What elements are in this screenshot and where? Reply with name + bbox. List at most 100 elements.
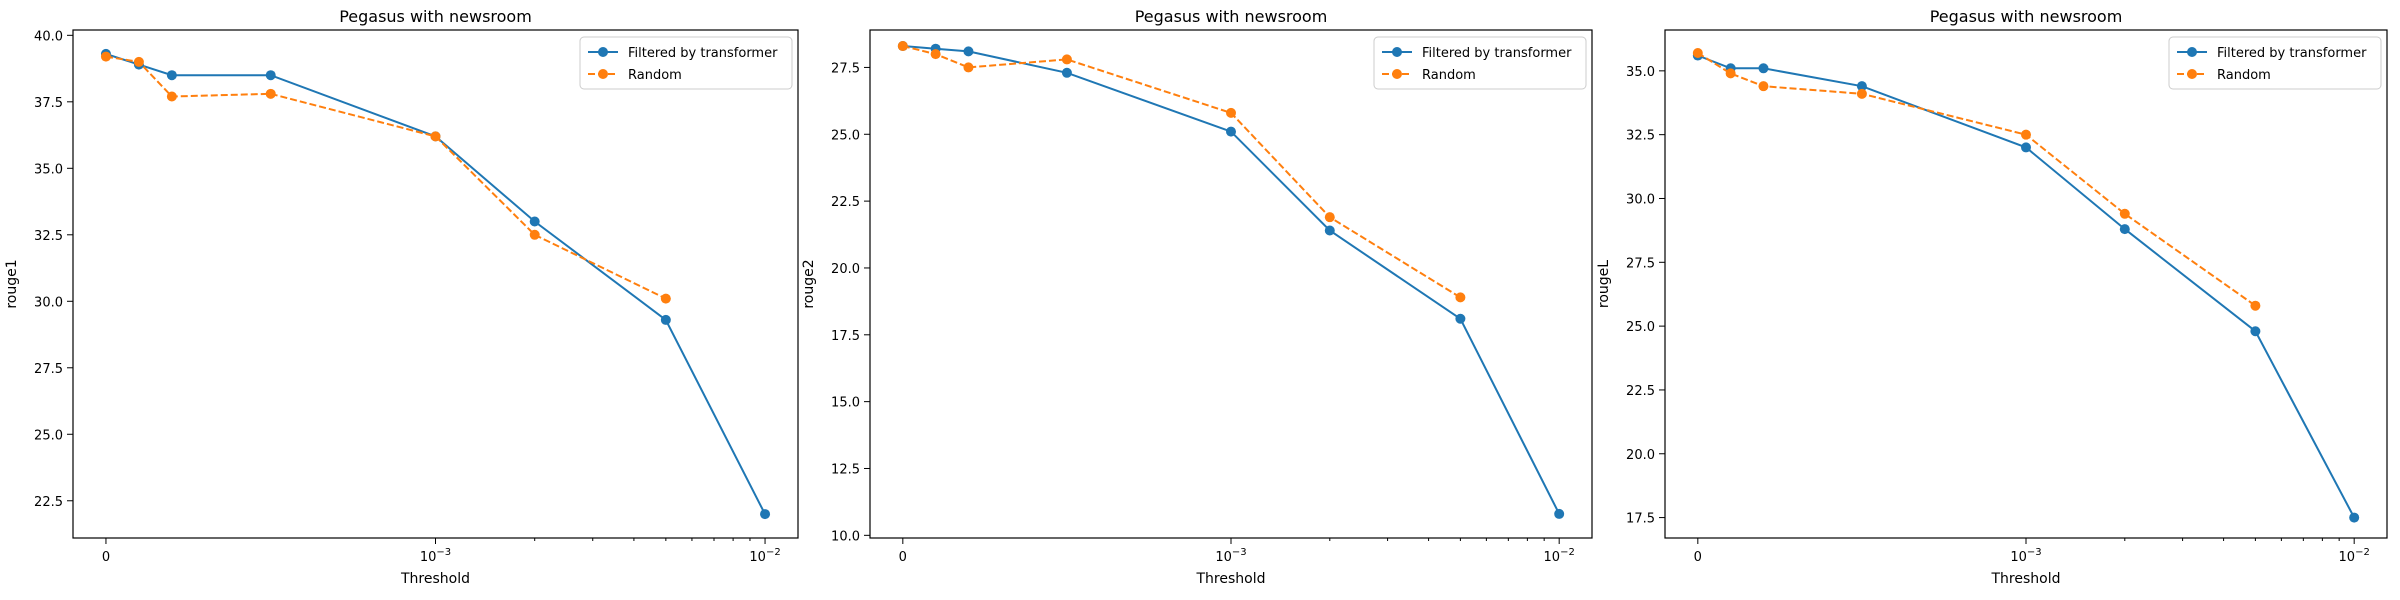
x-tick-base: 0 (1694, 550, 1702, 565)
data-point (1455, 292, 1466, 303)
data-point (1455, 313, 1466, 324)
y-tick-label: 27.5 (831, 61, 860, 76)
legend: Filtered by transformer Random (579, 36, 793, 90)
x-tick-exponent: −2 (2355, 547, 2370, 558)
x-tick-exponent: −2 (1560, 547, 1575, 558)
data-point (2250, 326, 2261, 337)
y-tick-label: 12.5 (831, 462, 860, 477)
data-point (1725, 68, 1736, 79)
x-tick-label: 0 (899, 550, 907, 565)
legend-label: Filtered by transformer (628, 46, 778, 61)
legend-box (1373, 36, 1587, 90)
y-tick-label: 25.0 (1626, 320, 1655, 335)
y-tick-label: 25.0 (831, 128, 860, 143)
x-tick-base: 0 (102, 550, 110, 565)
axes-frame (869, 29, 1593, 539)
legend: Filtered by transformer Random (1373, 36, 1587, 90)
data-point (660, 314, 671, 325)
data-point (963, 62, 974, 73)
data-point (133, 56, 144, 67)
data-point (897, 41, 908, 52)
axes-frame (72, 29, 799, 539)
data-point (1758, 63, 1769, 74)
data-point (2021, 129, 2031, 140)
x-axis-label: Threshold (1991, 571, 2061, 587)
data-point (2349, 512, 2360, 523)
y-tick-label: 30.0 (1626, 192, 1655, 207)
legend: Filtered by transformer Random (2168, 36, 2382, 90)
y-tick-label: 20.0 (831, 262, 860, 277)
y-tick-label: 30.0 (34, 295, 63, 310)
legend-box (2168, 36, 2382, 90)
data-point (430, 131, 441, 142)
x-tick-base: 0 (899, 550, 907, 565)
data-point (1554, 508, 1565, 519)
x-tick-exponent: −3 (1232, 547, 1247, 558)
x-tick-label: 10−2 (749, 547, 780, 565)
x-tick-base: 10 (2339, 550, 2356, 565)
x-tick-label: 10−2 (2339, 547, 2370, 565)
x-tick-exponent: −3 (2027, 547, 2042, 558)
subplot-3: Pegasus with newsroom 17.5 20.0 22.5 25.0 27.… (1596, 7, 2388, 587)
y-tick-label: 32.5 (34, 229, 63, 244)
data-point (1692, 47, 1703, 58)
y-axis-label: rouge2 (801, 259, 817, 308)
data-point (100, 51, 111, 62)
y-tick-label: 32.5 (1626, 129, 1655, 144)
y-tick-label: 22.5 (1626, 384, 1655, 399)
y-tick-label: 35.0 (1626, 65, 1655, 80)
x-tick-base: 10 (749, 550, 766, 565)
data-point (930, 49, 941, 60)
axes-frame (1664, 29, 2388, 539)
data-point (265, 88, 276, 99)
data-point (963, 46, 974, 57)
data-point (2119, 208, 2130, 219)
y-tick-label: 17.5 (831, 329, 860, 344)
series-line-1 (902, 45, 1561, 515)
data-point (1226, 107, 1236, 118)
x-axis-label: Threshold (1196, 571, 1266, 587)
data-point (2021, 142, 2031, 153)
y-tick-label: 15.0 (831, 396, 860, 411)
x-tick-exponent: −3 (436, 547, 451, 558)
subplot-1: Pegasus with newsroom 22.5 25.0 27.5 30.0 32.… (4, 7, 799, 587)
legend-label: Filtered by transformer (2217, 46, 2367, 61)
subplot-2: Pegasus with newsroom 10.0 12.5 15.0 17.5 20.… (801, 7, 1593, 587)
data-point (1856, 81, 1867, 92)
y-tick-label: 17.5 (1626, 512, 1655, 527)
y-axis-label: rougeL (1596, 260, 1612, 308)
series-line-1 (105, 52, 766, 515)
data-point (2250, 300, 2261, 311)
data-point (760, 509, 771, 520)
chart-title: Pegasus with newsroom (1135, 7, 1328, 26)
series-line-1 (1697, 54, 2356, 519)
y-tick-label: 40.0 (34, 29, 63, 44)
chart-title: Pegasus with newsroom (339, 7, 532, 26)
legend-marker (2187, 47, 2197, 57)
y-tick-label: 10.0 (831, 529, 860, 544)
x-tick-exponent: −2 (766, 547, 781, 558)
x-tick-base: 10 (2010, 550, 2027, 565)
data-point (1758, 81, 1769, 92)
x-tick-base: 10 (1215, 550, 1232, 565)
x-axis-label: Threshold (400, 571, 470, 587)
series-line-2 (105, 55, 667, 300)
data-point (660, 293, 671, 304)
x-tick-base: 10 (1544, 550, 1561, 565)
x-tick-label: 10−3 (420, 547, 451, 565)
legend-marker (598, 69, 608, 79)
x-tick-base: 10 (420, 550, 437, 565)
x-tick-label: 10−3 (2010, 547, 2041, 565)
y-tick-label: 27.5 (1626, 256, 1655, 271)
data-point (1061, 67, 1072, 78)
legend-box (579, 36, 793, 90)
x-tick-label: 10−2 (1544, 547, 1575, 565)
y-tick-label: 27.5 (34, 362, 63, 377)
x-tick-label: 0 (1694, 550, 1702, 565)
chart-title: Pegasus with newsroom (1930, 7, 2123, 26)
legend-label: Random (628, 68, 682, 83)
data-point (1061, 54, 1072, 65)
legend-label: Random (1422, 68, 1476, 83)
data-point (2119, 224, 2130, 235)
